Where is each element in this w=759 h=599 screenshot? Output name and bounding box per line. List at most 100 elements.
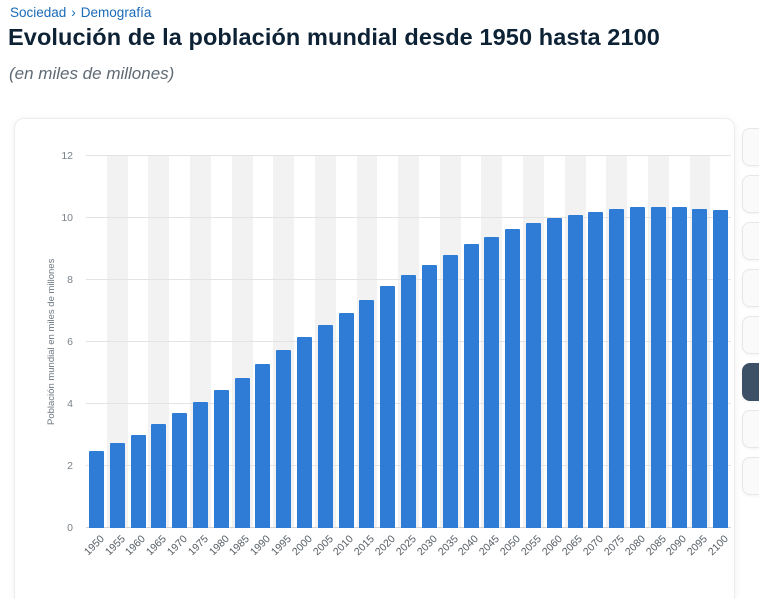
toolbar-button-6[interactable] — [742, 363, 759, 401]
bar-1965[interactable] — [151, 424, 167, 528]
toolbar-button-7[interactable] — [742, 410, 759, 448]
x-slot: 2060 — [539, 528, 565, 578]
bar-2025[interactable] — [401, 275, 417, 528]
x-tick-label: 2005 — [310, 533, 336, 559]
bar-slot — [107, 156, 128, 528]
bar-2020[interactable] — [380, 286, 396, 528]
x-slot: 2005 — [310, 528, 336, 578]
bar-slot — [169, 156, 190, 528]
bar-2000[interactable] — [297, 337, 313, 528]
toolbar-button-2[interactable] — [742, 175, 759, 213]
y-tick-label: 12 — [61, 150, 73, 162]
bar-2030[interactable] — [421, 264, 437, 528]
x-tick-label: 2095 — [685, 533, 711, 559]
bar-slot — [669, 156, 690, 528]
bar-2015[interactable] — [359, 300, 375, 528]
x-slot: 1975 — [186, 528, 211, 578]
breadcrumb-link-sociedad[interactable]: Sociedad — [10, 5, 67, 20]
y-tick-label: 4 — [67, 398, 73, 410]
x-slot: 1995 — [269, 528, 294, 578]
bar-slot — [253, 156, 274, 528]
x-tick-label: 2000 — [289, 533, 315, 559]
y-tick-label: 10 — [61, 212, 73, 224]
y-tick-label: 6 — [67, 336, 73, 348]
bar-1990[interactable] — [255, 363, 271, 528]
x-axis: 1950 1955 1960 1965 1970 1975 1980 1985 1990 1995… — [82, 528, 731, 578]
x-slot: 2010 — [331, 528, 357, 578]
bar-1995[interactable] — [276, 349, 292, 528]
bar-slot — [440, 156, 461, 528]
bar-2095[interactable] — [692, 208, 708, 528]
x-tick-label: 2055 — [518, 533, 544, 559]
bar-slot — [544, 156, 565, 528]
bar-1955[interactable] — [109, 442, 125, 528]
x-tick-label: 2050 — [497, 533, 523, 559]
bar-2035[interactable] — [442, 255, 458, 528]
x-tick-label: 2100 — [705, 533, 731, 559]
bar-slot — [128, 156, 149, 528]
bar-2100[interactable] — [713, 210, 729, 528]
bar-slot — [232, 156, 253, 528]
y-tick-label: 0 — [67, 522, 73, 534]
x-slot: 2100 — [706, 528, 731, 578]
bar-slot — [190, 156, 211, 528]
x-tick-label: 1965 — [143, 533, 170, 559]
bar-slot — [419, 156, 440, 528]
bar-2085[interactable] — [650, 207, 666, 528]
page-subtitle: (en miles de millones) — [9, 64, 175, 83]
bar-2080[interactable] — [630, 207, 646, 528]
bar-1975[interactable] — [192, 401, 208, 528]
breadcrumb-link-demografia[interactable]: Demografía — [80, 5, 152, 20]
x-tick-label: 2080 — [622, 533, 648, 559]
x-slot: 1965 — [144, 528, 169, 578]
bar-1985[interactable] — [234, 377, 250, 528]
bar-1970[interactable] — [172, 413, 188, 528]
bar-2060[interactable] — [546, 218, 562, 528]
x-tick-label: 2040 — [456, 533, 482, 559]
hover-stripe — [106, 156, 128, 528]
x-tick-label: 1955 — [102, 533, 128, 559]
bar-2045[interactable] — [484, 236, 500, 528]
x-tick-label: 1960 — [123, 533, 149, 559]
x-tick-label: 2065 — [560, 533, 586, 559]
x-slot: 2095 — [685, 528, 711, 578]
toolbar-button-1[interactable] — [742, 128, 759, 166]
bar-slot — [627, 156, 648, 528]
bar-slot — [565, 156, 586, 528]
x-slot: 2000 — [290, 528, 315, 578]
bar-1960[interactable] — [130, 435, 146, 528]
bar-2050[interactable] — [505, 228, 521, 528]
bar-slot — [148, 156, 169, 528]
bar-1980[interactable] — [213, 390, 229, 528]
bar-slot — [648, 156, 669, 528]
toolbar-button-8[interactable] — [742, 457, 759, 495]
gridline — [86, 217, 731, 218]
page-title: Evolución de la población mundial desde … — [8, 24, 660, 50]
bar-2090[interactable] — [671, 207, 687, 528]
toolbar-button-4[interactable] — [742, 269, 759, 307]
bar-2070[interactable] — [588, 211, 604, 528]
bar-slot — [357, 156, 378, 528]
x-slot: 2090 — [664, 528, 690, 578]
toolbar-button-3[interactable] — [742, 222, 759, 260]
x-tick-label: 2045 — [476, 533, 503, 559]
bar-slot — [294, 156, 315, 528]
bar-slot — [273, 156, 294, 528]
bar-2005[interactable] — [317, 324, 333, 528]
x-slot: 2070 — [581, 528, 607, 578]
x-slot: 2035 — [435, 528, 461, 578]
bar-2075[interactable] — [609, 208, 625, 528]
x-slot: 2020 — [373, 528, 398, 578]
gridline — [86, 155, 731, 156]
bar-2065[interactable] — [567, 214, 583, 528]
bars — [86, 156, 731, 528]
bar-2010[interactable] — [338, 312, 354, 528]
bar-slot — [86, 156, 107, 528]
bar-2055[interactable] — [525, 222, 541, 528]
bar-1950[interactable] — [88, 450, 104, 528]
bar-2040[interactable] — [463, 244, 479, 528]
x-slot: 2040 — [456, 528, 482, 578]
toolbar-button-5[interactable] — [742, 316, 759, 354]
y-tick-label: 8 — [67, 274, 73, 286]
bar-slot — [481, 156, 502, 528]
